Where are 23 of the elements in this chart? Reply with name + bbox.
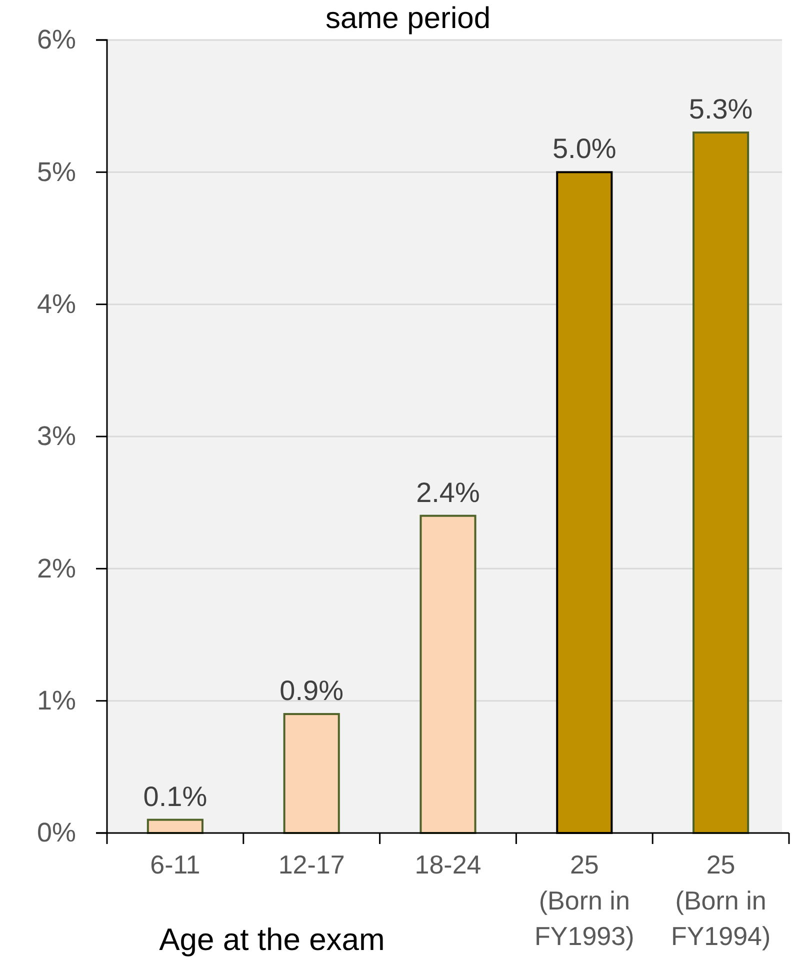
x-tick-label: 25 (Born in FY1994) (670, 849, 771, 952)
x-tick-label: 6-11 (150, 849, 200, 880)
x-tick-label: 12-17 (278, 849, 345, 880)
y-tick-label: 3% (36, 421, 76, 452)
y-tick-label: 4% (36, 288, 76, 319)
y-tick-label: 1% (36, 685, 76, 716)
bar (692, 132, 750, 834)
y-tick-label: 2% (36, 553, 76, 584)
data-label: 2.4% (416, 476, 480, 508)
data-label: 0.1% (143, 780, 208, 812)
data-label: 5.0% (552, 133, 616, 164)
y-tick-label: 6% (36, 24, 76, 55)
data-label: 5.3% (688, 94, 753, 125)
y-tick-label: 0% (36, 818, 76, 848)
x-tick-label: 18-24 (414, 849, 482, 880)
bar (420, 514, 476, 834)
y-tick-label: 5% (36, 156, 76, 187)
x-axis-title: Age at the exam (159, 922, 385, 957)
data-label: 0.9% (280, 675, 344, 706)
chart-title: same period (325, 2, 491, 35)
bar (146, 818, 204, 834)
bar (283, 713, 340, 834)
x-tick-label: 25 (Born in FY1993) (534, 849, 634, 952)
